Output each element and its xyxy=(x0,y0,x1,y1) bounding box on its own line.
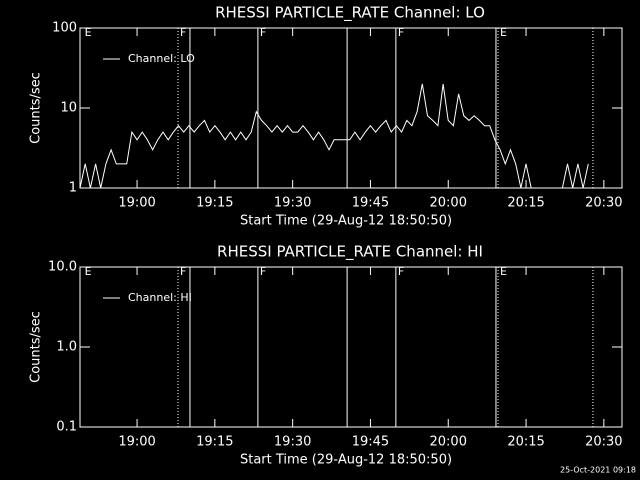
x-tick-label: 19:15 xyxy=(196,196,233,211)
x-tick-label: 19:30 xyxy=(274,196,311,211)
timestamp: 25-Oct-2021 09:18 xyxy=(560,466,636,475)
x-axis-label: Start Time (29-Aug-12 18:50:50) xyxy=(240,214,452,229)
flag-label: F xyxy=(398,26,404,39)
x-tick-label: 19:45 xyxy=(352,435,389,450)
flag-label: E xyxy=(500,26,507,39)
y-tick-label: 10.0 xyxy=(48,260,77,275)
y-axis-label: Counts/sec xyxy=(29,311,44,383)
y-tick-label: 0.1 xyxy=(56,420,77,435)
x-axis-label: Start Time (29-Aug-12 18:50:50) xyxy=(240,453,452,468)
data-line xyxy=(79,83,589,189)
flag-label: E xyxy=(85,26,92,39)
y-tick-label: 1 xyxy=(69,181,77,196)
flag-label: F xyxy=(180,26,186,39)
y-tick-label: 100 xyxy=(52,21,77,36)
flag-label: E xyxy=(85,265,92,278)
chart-title: RHESSI PARTICLE_RATE Channel: HI xyxy=(217,243,483,262)
x-tick-label: 20:15 xyxy=(507,435,544,450)
flag-label: F xyxy=(260,26,266,39)
flag-label: E xyxy=(500,265,507,278)
x-tick-label: 20:30 xyxy=(585,435,622,450)
x-tick-label: 20:15 xyxy=(507,196,544,211)
legend-label: Channel: HI xyxy=(128,291,192,304)
flag-label: F xyxy=(398,265,404,278)
x-tick-label: 19:00 xyxy=(118,435,155,450)
x-tick-label: 20:00 xyxy=(430,435,467,450)
x-tick-label: 20:30 xyxy=(585,196,622,211)
x-tick-label: 19:45 xyxy=(352,196,389,211)
x-tick-label: 19:30 xyxy=(274,435,311,450)
y-tick-label: 10 xyxy=(60,101,77,116)
y-axis-label: Counts/sec xyxy=(29,72,44,144)
y-tick-label: 1.0 xyxy=(56,340,77,355)
flag-label: F xyxy=(260,265,266,278)
flag-label: F xyxy=(180,265,186,278)
x-tick-label: 19:00 xyxy=(118,196,155,211)
chart-title: RHESSI PARTICLE_RATE Channel: LO xyxy=(215,4,485,23)
legend-label: Channel: LO xyxy=(128,52,195,65)
x-tick-label: 19:15 xyxy=(196,435,233,450)
x-tick-label: 20:00 xyxy=(430,196,467,211)
